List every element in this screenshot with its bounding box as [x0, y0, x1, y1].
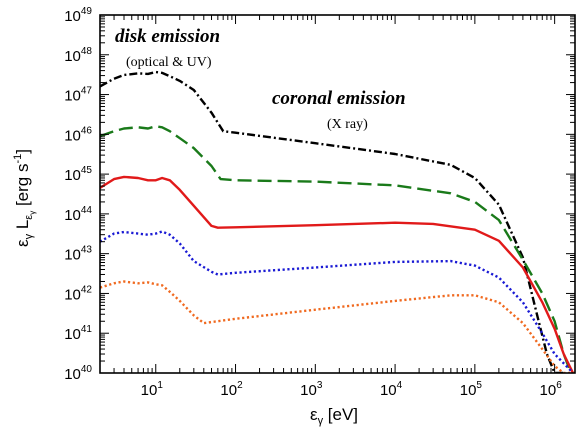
- y-tick-label: 1044: [64, 205, 92, 224]
- y-tick-label: 1042: [64, 284, 92, 303]
- y-tick-labels: 1040 1041 1042 1043 1044 1045 1046 1047 1048 1049: [64, 6, 92, 383]
- plot-frame: [99, 14, 576, 374]
- y-axis-label: εγ Lεγ [erg s-1]: [12, 149, 37, 247]
- x-tick-label: 104: [380, 380, 403, 399]
- x-tick-label: 103: [300, 380, 323, 399]
- annotation-corona-title: coronal emission: [272, 88, 406, 109]
- series-line-1: [100, 70, 564, 373]
- y-tick-label: 1049: [64, 6, 92, 25]
- y-tick-label: 1047: [64, 86, 92, 105]
- y-tick-label: 1043: [64, 245, 92, 264]
- series-line-5: [100, 280, 575, 373]
- y-tick-label: 1041: [64, 324, 92, 343]
- annotation-disk-title: disk emission: [115, 26, 220, 47]
- tick-layer: [99, 15, 575, 374]
- x-axis-label: εγ [eV]: [310, 405, 358, 427]
- x-tick-label: 101: [141, 380, 164, 399]
- series-layer: [100, 70, 575, 373]
- y-tick-label: 1048: [64, 46, 92, 65]
- annotation-corona-subtitle: (X ray): [327, 117, 368, 132]
- y-tick-label: 1046: [64, 125, 92, 144]
- x-tick-label: 105: [460, 380, 483, 399]
- svg-text:εγ Lεγ [erg s-1]: εγ Lεγ [erg s-1]: [12, 149, 37, 247]
- y-tick-label: 1045: [64, 165, 92, 184]
- series-line-2: [100, 124, 573, 373]
- series-line-3: [100, 175, 575, 373]
- y-tick-label: 1040: [64, 364, 92, 383]
- series-line-4: [100, 230, 574, 373]
- x-tick-labels: 101 102 103 104 105 106: [141, 380, 563, 399]
- x-tick-label: 102: [220, 380, 243, 399]
- annotation-disk-subtitle: (optical & UV): [126, 55, 212, 70]
- x-tick-label: 106: [540, 380, 563, 399]
